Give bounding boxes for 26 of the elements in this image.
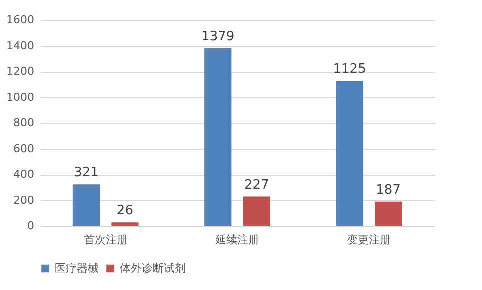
y-tick-label: 400 [14,168,34,181]
y-tick-label: 1200 [6,65,34,78]
bar [243,196,270,226]
y-tick-label: 200 [14,194,34,207]
data-label: 1125 [333,62,366,78]
bar [374,202,402,226]
y-tick-label: 600 [14,142,34,156]
x-tick-label: 首次注册 [84,234,128,246]
data-label: 227 [244,178,270,193]
legend-label: 医疗器械 [55,262,99,275]
data-label: 321 [74,166,99,181]
y-tick-label: 800 [14,116,34,130]
data-label: 1379 [202,29,235,44]
x-tick-label: 变更注册 [347,234,392,246]
y-tick-label: 1600 [6,14,34,26]
bar [112,222,139,226]
y-tick-label: 0 [28,220,34,232]
bar [204,48,232,226]
x-tick-label: 延续注册 [214,234,260,246]
bar [72,184,100,226]
y-tick-label: 1000 [6,90,34,104]
data-label: 187 [376,182,401,198]
data-label: 26 [116,204,134,219]
legend-label: 体外诊断试剂 [120,262,186,275]
bar [336,81,364,226]
y-tick-label: 1400 [6,39,34,52]
